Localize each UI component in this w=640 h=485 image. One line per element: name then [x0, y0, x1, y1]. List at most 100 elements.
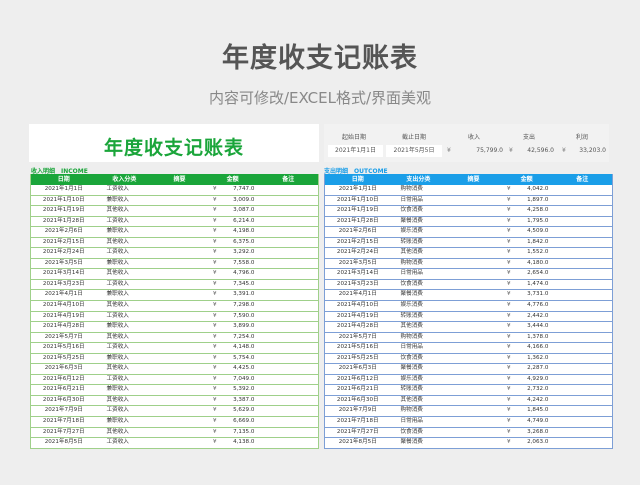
currency-cell[interactable]: ¥ [506, 217, 511, 224]
summary-cell[interactable] [446, 280, 501, 290]
note-cell[interactable] [258, 322, 318, 332]
currency-cell[interactable]: ¥ [212, 186, 217, 192]
income-table-row[interactable]: 2021年3月23日 工资收入 ¥7,345.0 [31, 279, 318, 291]
amount-cell[interactable]: 1,842.0 [527, 238, 549, 245]
amount-cell[interactable]: 2,732.0 [527, 386, 549, 393]
currency-cell[interactable]: ¥ [212, 249, 217, 256]
note-cell[interactable] [552, 217, 612, 227]
expense-table-row[interactable]: 2021年1月1日 购物消费 ¥4,042.0 [325, 185, 612, 196]
currency-cell[interactable]: ¥ [212, 312, 217, 319]
amount-cell[interactable]: 1,845.0 [527, 407, 549, 414]
currency-cell[interactable]: ¥ [212, 333, 217, 340]
income-table-row[interactable]: 2021年6月30日 其他收入 ¥3,387.0 [31, 395, 318, 407]
summary-cell[interactable] [152, 196, 207, 206]
category-cell[interactable]: 兼职收入 [106, 196, 129, 203]
currency-cell[interactable]: ¥ [506, 312, 511, 319]
note-cell[interactable] [552, 206, 612, 216]
category-cell[interactable]: 日常用品 [400, 196, 423, 203]
currency-cell[interactable]: ¥ [212, 259, 217, 266]
category-cell[interactable]: 聚餐消费 [400, 291, 423, 298]
summary-cell[interactable] [152, 428, 207, 438]
currency-cell[interactable]: ¥ [212, 407, 217, 414]
currency-cell[interactable]: ¥ [506, 302, 511, 309]
currency-cell[interactable]: ¥ [506, 375, 511, 382]
date-cell[interactable]: 2021年2月15日 [42, 238, 85, 245]
amount-cell[interactable]: 7,298.0 [233, 302, 255, 309]
currency-cell[interactable]: ¥ [506, 259, 511, 266]
income-table-row[interactable]: 2021年5月7日 其他收入 ¥7,254.0 [31, 332, 318, 344]
category-cell[interactable]: 其他消费 [400, 396, 423, 403]
currency-cell[interactable]: ¥ [212, 291, 217, 298]
amount-cell[interactable]: 1,897.0 [527, 196, 549, 203]
income-table-row[interactable]: 2021年4月1日 兼职收入 ¥3,391.0 [31, 290, 318, 302]
amount-cell[interactable]: 4,425.0 [233, 365, 255, 372]
category-cell[interactable]: 工资收入 [106, 312, 129, 319]
amount-cell[interactable]: 2,287.0 [527, 365, 549, 372]
category-cell[interactable]: 聚餐消费 [400, 217, 423, 224]
amount-cell[interactable]: 4,180.0 [527, 259, 549, 266]
date-cell[interactable]: 2021年5月16日 [336, 344, 379, 351]
currency-cell[interactable]: ¥ [506, 196, 511, 203]
end-date-cell[interactable]: 2021年5月5日 [386, 145, 442, 157]
amount-cell[interactable]: 4,796.0 [233, 270, 255, 277]
start-date-cell[interactable]: 2021年1月1日 [328, 145, 383, 157]
date-cell[interactable]: 2021年3月5日 [44, 259, 83, 266]
note-cell[interactable] [552, 438, 612, 448]
amount-cell[interactable]: 3,087.0 [233, 207, 255, 214]
note-cell[interactable] [552, 238, 612, 248]
summary-cell[interactable] [152, 206, 207, 216]
currency-cell[interactable]: ¥ [212, 217, 217, 224]
note-cell[interactable] [258, 301, 318, 311]
expense-table-row[interactable]: 2021年4月1日 聚餐消费 ¥3,731.0 [325, 290, 612, 302]
expense-table-row[interactable]: 2021年7月18日 日常用品 ¥4,749.0 [325, 417, 612, 428]
summary-cell[interactable] [446, 354, 501, 364]
note-cell[interactable] [258, 217, 318, 227]
amount-cell[interactable]: 7,254.0 [233, 333, 255, 340]
note-cell[interactable] [258, 238, 318, 248]
note-cell[interactable] [552, 227, 612, 237]
date-cell[interactable]: 2021年6月3日 [338, 365, 377, 372]
summary-cell[interactable] [446, 343, 501, 353]
note-cell[interactable] [258, 185, 318, 195]
date-cell[interactable]: 2021年6月3日 [44, 365, 83, 372]
date-cell[interactable]: 2021年5月7日 [338, 333, 377, 340]
note-cell[interactable] [258, 269, 318, 279]
expense-table-row[interactable]: 2021年5月16日 日常用品 ¥4,166.0 [325, 343, 612, 354]
currency-cell[interactable]: ¥ [506, 270, 511, 277]
currency-cell[interactable]: ¥ [506, 418, 511, 425]
category-cell[interactable]: 兼职收入 [106, 259, 129, 266]
date-cell[interactable]: 2021年7月9日 [338, 407, 377, 414]
category-cell[interactable]: 兼职收入 [106, 354, 129, 361]
currency-cell[interactable]: ¥ [506, 228, 511, 235]
amount-cell[interactable]: 6,214.0 [233, 217, 255, 224]
summary-cell[interactable] [446, 312, 501, 322]
category-cell[interactable]: 兼职收入 [106, 291, 129, 298]
category-cell[interactable]: 工资收入 [106, 439, 129, 446]
currency-cell[interactable]: ¥ [212, 354, 217, 361]
date-cell[interactable]: 2021年4月28日 [336, 323, 379, 330]
summary-cell[interactable] [152, 280, 207, 290]
date-cell[interactable]: 2021年3月23日 [42, 280, 85, 287]
date-cell[interactable]: 2021年2月6日 [338, 228, 377, 235]
summary-cell[interactable] [152, 269, 207, 279]
income-table-row[interactable]: 2021年7月27日 其他收入 ¥7,135.0 [31, 427, 318, 439]
income-total[interactable]: 75,799.0 [476, 147, 503, 154]
amount-cell[interactable]: 7,747.0 [233, 186, 255, 192]
date-cell[interactable]: 2021年6月12日 [336, 375, 379, 382]
income-table-row[interactable]: 2021年2月6日 兼职收入 ¥4,198.0 [31, 227, 318, 238]
category-cell[interactable]: 其他收入 [106, 238, 129, 245]
amount-cell[interactable]: 4,198.0 [233, 228, 255, 235]
amount-cell[interactable]: 4,148.0 [233, 344, 255, 351]
date-cell[interactable]: 2021年1月19日 [336, 207, 379, 214]
income-table-row[interactable]: 2021年3月14日 其他收入 ¥4,796.0 [31, 269, 318, 280]
currency-cell[interactable]: ¥ [506, 186, 511, 192]
note-cell[interactable] [258, 375, 318, 385]
currency-cell[interactable]: ¥ [506, 323, 511, 330]
summary-cell[interactable] [446, 428, 501, 438]
summary-cell[interactable] [152, 227, 207, 237]
summary-cell[interactable] [152, 238, 207, 248]
summary-cell[interactable] [152, 248, 207, 258]
note-cell[interactable] [258, 280, 318, 290]
category-cell[interactable]: 其他收入 [106, 333, 129, 340]
summary-cell[interactable] [446, 406, 501, 416]
